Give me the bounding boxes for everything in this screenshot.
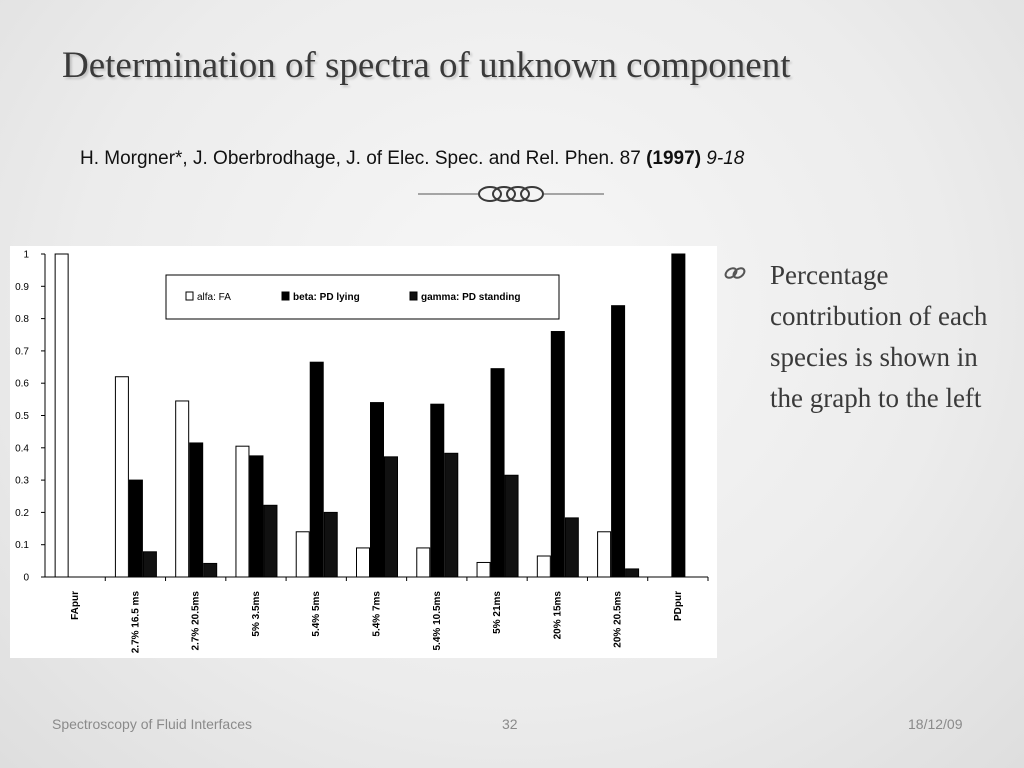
- footer-page-number: 32: [502, 716, 518, 732]
- y-tick-label: 0.1: [15, 540, 29, 551]
- bar-0-4: [295, 531, 310, 578]
- x-category-label: 20% 15ms: [552, 591, 563, 640]
- legend-swatch-1: [281, 291, 290, 301]
- x-category-label: 2.7% 16.5 ms: [130, 591, 141, 654]
- bar-2-5: [384, 456, 398, 578]
- bar-1-5: [370, 402, 384, 578]
- bar-chart: 0 0.1 0.2 0.3 0.4 0.5 0.6 0.7 0.8 0.9 1 FApur 2.7% 1…: [15, 250, 709, 654]
- bar-0-7: [476, 561, 491, 578]
- y-tick-label: 0.3: [15, 476, 29, 487]
- bar-1-3: [249, 455, 264, 578]
- bar-0-3: [235, 445, 250, 578]
- legend-box: [165, 274, 560, 320]
- x-category-label: 2.7% 20.5ms: [191, 591, 202, 651]
- bar-1-2: [189, 442, 204, 578]
- bar-0-6: [416, 547, 431, 578]
- bar-1-10: [671, 253, 686, 578]
- footer-title: Spectroscopy of Fluid Interfaces: [52, 716, 252, 732]
- legend-label-0: alfa: FA: [197, 292, 231, 303]
- footer-date: 18/12/09: [908, 716, 963, 732]
- bullet-text: Percentage contribution of each species …: [770, 260, 988, 413]
- bar-2-3: [263, 504, 278, 578]
- bar-1-9: [611, 305, 626, 578]
- legend-label-2: gamma: PD standing: [421, 292, 520, 303]
- y-tick-label: 0: [23, 573, 29, 584]
- y-tick-label: 0.9: [15, 282, 29, 293]
- interlocked-rings-bullet-icon: [724, 267, 746, 279]
- ornamental-divider-icon: [418, 186, 604, 202]
- legend-swatch-2: [409, 291, 418, 301]
- bar-1-8: [550, 331, 565, 578]
- citation-year: (1997): [646, 148, 702, 169]
- y-tick-label: 0.2: [15, 508, 29, 519]
- bar-2-6: [444, 452, 459, 578]
- bar-2-7: [504, 474, 519, 578]
- bar-2-2: [203, 562, 218, 578]
- bar-1-7: [490, 368, 505, 578]
- y-tick-label: 0.6: [15, 379, 29, 390]
- bar-1-6: [430, 403, 445, 578]
- x-category-label: 5.4% 7ms: [372, 591, 383, 637]
- y-tick-label: 0.7: [15, 346, 29, 357]
- citation-authors: H. Morgner*, J. Oberbrodhage, J. of Elec…: [80, 148, 641, 169]
- x-category-label: 5% 3.5ms: [251, 591, 262, 637]
- bar-2-8: [564, 517, 579, 578]
- bar-0-1: [114, 376, 129, 578]
- y-tick-label: 1: [23, 250, 29, 261]
- x-category-label: FApur: [70, 591, 81, 620]
- bar-1-4: [309, 361, 324, 578]
- chart-panel: 0 0.1 0.2 0.3 0.4 0.5 0.6 0.7 0.8 0.9 1 FApur 2.7% 1…: [10, 246, 717, 658]
- y-tick-label: 0.5: [15, 411, 29, 422]
- legend-label-1: beta: PD lying: [293, 292, 360, 303]
- citation: H. Morgner*, J. Oberbrodhage, J. of Elec…: [80, 148, 1000, 170]
- bar-2-9: [625, 568, 640, 578]
- x-category-label: 5.4% 5ms: [311, 591, 322, 637]
- y-tick-label: 0.4: [15, 443, 29, 454]
- bar-1-1: [128, 479, 143, 578]
- bar-0-0: [54, 253, 69, 578]
- citation-pages: 9-18: [706, 148, 745, 169]
- bar-0-8: [536, 555, 551, 578]
- x-category-label: PDpur: [673, 591, 684, 621]
- bar-0-5: [356, 547, 370, 578]
- slide-title: Determination of spectra of unknown comp…: [62, 45, 791, 86]
- bar-2-4: [323, 511, 338, 578]
- bar-0-2: [175, 400, 190, 578]
- y-tick-label: 0.8: [15, 314, 29, 325]
- legend-swatch-0: [185, 291, 194, 301]
- x-category-label: 5% 21ms: [492, 591, 503, 634]
- bar-2-1: [142, 551, 157, 578]
- bar-0-9: [597, 531, 612, 578]
- x-category-label: 5.4% 10.5ms: [432, 591, 443, 651]
- x-category-label: 20% 20.5ms: [613, 591, 624, 648]
